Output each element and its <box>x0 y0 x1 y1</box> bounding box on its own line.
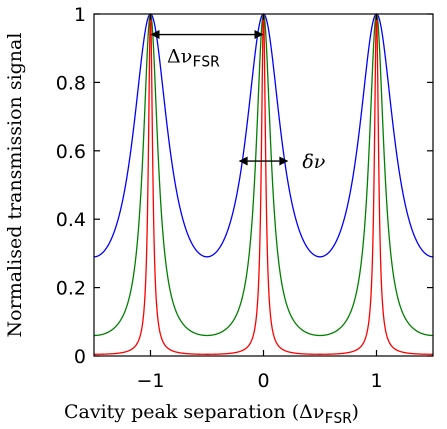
x-axis-label: Cavity peak separation (ΔνFSR) <box>64 401 359 427</box>
y-tick-label: 1 <box>74 4 86 26</box>
fsr-annotation-label: ΔνFSR <box>167 46 220 71</box>
y-tick-label: 0 <box>74 346 86 368</box>
series-line-2 <box>94 13 433 355</box>
y-tick-label: 0.4 <box>56 209 86 231</box>
series-layer <box>94 13 433 355</box>
x-tick-label: −1 <box>136 370 164 392</box>
x-axis-label-end: ) <box>351 401 358 423</box>
x-tick-label: 1 <box>370 370 382 392</box>
fsr-arrow <box>150 30 264 40</box>
y-tick-label: 0.8 <box>56 72 86 94</box>
x-axis-label-main: Cavity peak separation (Δν <box>64 401 324 423</box>
series-line-0 <box>94 13 433 258</box>
linewidth-annotation-label: δν <box>302 151 325 173</box>
y-tick-label: 0.2 <box>56 278 86 300</box>
linewidth-arrow <box>238 156 289 166</box>
y-axis-label: Normalised transmission signal <box>4 33 26 338</box>
x-tick-label: 0 <box>257 370 269 392</box>
annotation-layer: ΔνFSR δν <box>150 30 326 173</box>
ticks-layer: −1 0 1 0 0.2 0.4 0.6 0.8 1 <box>56 4 433 392</box>
x-axis-label-sub: FSR <box>324 409 352 427</box>
y-tick-label: 0.6 <box>56 141 86 163</box>
